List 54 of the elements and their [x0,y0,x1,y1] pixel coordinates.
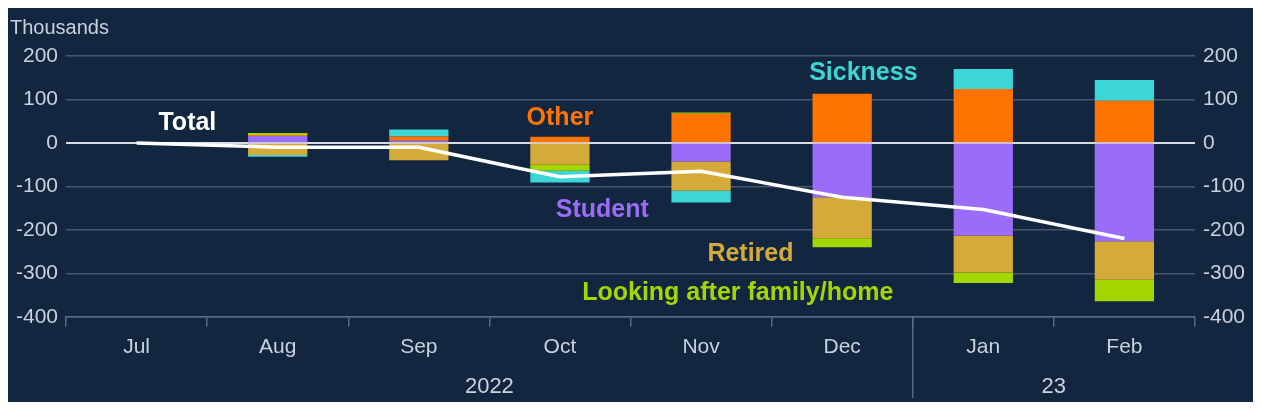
y2-tick-label: -200 [1202,216,1245,240]
bar [530,143,590,165]
text: 2022 [464,373,514,399]
bar [389,136,449,141]
series-label: Other [526,102,594,131]
bar [671,190,731,203]
bar [1094,241,1155,280]
x-tick-label: Nov [682,334,721,358]
x-tick-label: Feb [1106,334,1143,358]
y-tick-label: -300 [16,260,59,284]
series-label: Retired [707,237,794,266]
bar [671,143,731,162]
bar [953,143,1013,236]
y-tick-label: 100 [22,86,59,110]
x-tick-label: Aug [259,334,297,358]
y2-tick-label: 0 [1202,129,1215,153]
x-tick-label: Oct [543,334,577,358]
bar [1094,79,1155,101]
y2-tick-label: -300 [1202,260,1245,284]
y-tick-label: 200 [22,42,59,66]
bar [248,135,308,143]
bar [812,93,872,143]
series-label: Sickness [809,57,918,86]
series-label: Looking after family/home [582,276,894,305]
bar [812,143,872,198]
bar [1094,279,1155,302]
y2-tick-label: 200 [1202,42,1239,66]
bar [812,238,872,248]
bar [812,197,872,239]
text: 23 [1041,373,1067,399]
y2-tick-label: -400 [1202,303,1245,327]
series-label: Student [555,194,650,223]
bar [389,129,449,137]
x-tick-label: Jan [966,334,1001,358]
y-axis-title: Thousands [10,15,109,38]
bar [953,235,1013,273]
x-tick-label: Sep [400,334,438,358]
bar [953,272,1013,283]
bar [530,164,590,171]
x-tick-label: Dec [823,334,861,358]
y2-tick-label: -100 [1202,173,1245,197]
bar [671,113,731,143]
y-tick-label: -200 [16,216,59,240]
y-tick-label: -400 [16,303,59,327]
bar [1094,100,1155,143]
y2-tick-label: 100 [1202,86,1239,110]
series-label: Total [158,107,217,136]
y-tick-label: 0 [46,129,59,153]
x-tick-label: Jul [123,334,151,358]
bar [953,69,1013,90]
bar [530,136,590,143]
bar [1094,143,1155,242]
bar [953,89,1013,143]
y-tick-label: -100 [16,173,59,197]
